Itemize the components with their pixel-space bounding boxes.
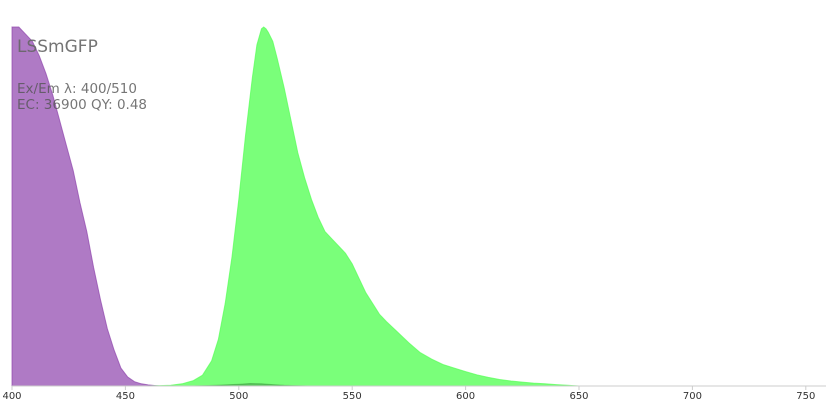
chart-title: LSSmGFP bbox=[17, 37, 98, 57]
excitation-area bbox=[11, 26, 160, 387]
ex-em-label: Ex/Em λ: 400/510 bbox=[17, 81, 137, 97]
x-axis: 400 450 500 550 600 650 700 750 bbox=[2, 386, 815, 402]
ec-qy-label: EC: 36900 QY: 0.48 bbox=[17, 97, 147, 113]
emission-area bbox=[148, 26, 580, 387]
x-tick-label: 450 bbox=[116, 391, 135, 402]
x-tick-label: 500 bbox=[229, 391, 248, 402]
x-tick-label: 750 bbox=[796, 391, 815, 402]
x-tick-label: 400 bbox=[2, 391, 21, 402]
plot-area bbox=[11, 26, 580, 387]
x-tick-label: 650 bbox=[569, 391, 588, 402]
x-tick-label: 600 bbox=[456, 391, 475, 402]
x-tick-label: 700 bbox=[683, 391, 702, 402]
x-tick-label: 550 bbox=[343, 391, 362, 402]
